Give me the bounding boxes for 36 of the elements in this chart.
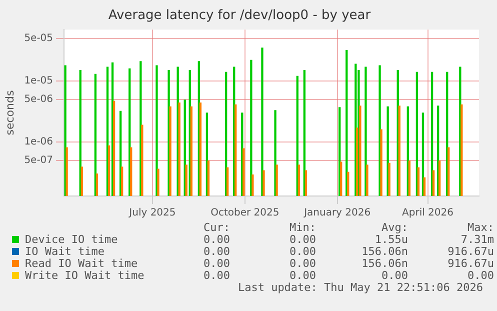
text: Min: [288,221,316,234]
x-tick-label: October 2025 [210,208,280,219]
legend-label: Write IO Wait time [24,269,146,282]
text: 0.00 [202,245,230,258]
text: 156.06n [360,245,408,258]
text: 0.00 [202,269,230,282]
x-tick-label: April 2026 [402,208,454,219]
text: 7.31m [460,233,494,246]
text: 1.55u [374,233,408,246]
y-tick-label: 5e-05 [24,33,54,44]
y-tick-label: 5e-07 [24,154,54,166]
x-tick-label: July 2025 [128,208,176,219]
y-axis-title: seconds [3,90,16,136]
text: 0.00 [202,257,230,270]
text: 0.00 [380,269,408,282]
text: 0.00 [288,233,316,246]
text: Cur: [202,221,230,234]
text: 916.67u [446,257,494,270]
y-tick-label: 1e-06 [24,136,54,148]
text: Max: [466,221,494,234]
x-tick-label: January 2026 [303,208,371,219]
y-tick-label: 5e-06 [24,94,54,106]
text: 0.00 [466,269,494,282]
text: Avg: [380,221,408,234]
chart-title: Average latency for /dev/loop0 - by year [108,8,372,24]
text: 0.00 [288,245,316,258]
legend-label: Device IO time [24,233,119,246]
legend-label: IO Wait time [24,245,106,258]
text: 0.00 [288,257,316,270]
legend-label: Read IO Wait time [24,257,139,270]
text: 0.00 [288,269,316,282]
text: 0.00 [202,233,230,246]
text: 156.06n [360,257,408,270]
text: 916.67u [446,245,494,258]
text: Last update: Thu May 21 22:51:06 2026 [236,281,484,294]
y-tick-label: 1e-05 [24,76,54,87]
